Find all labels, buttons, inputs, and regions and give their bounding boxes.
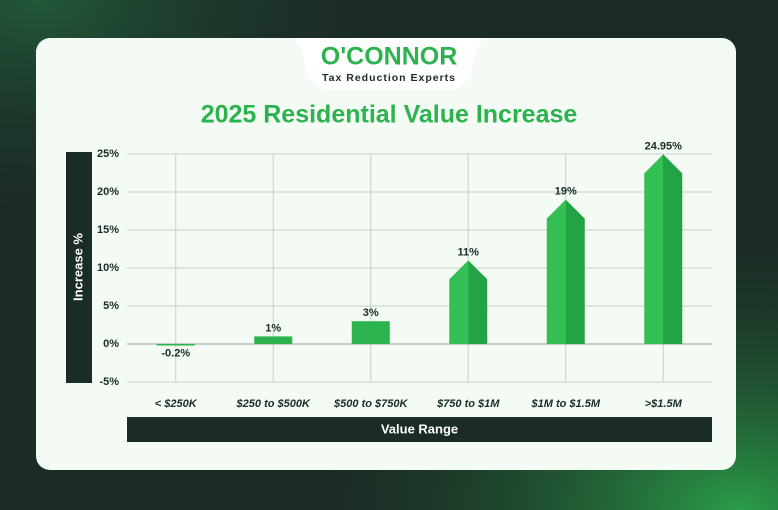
value-label: 3% <box>363 307 379 319</box>
bar <box>546 199 585 344</box>
x-tick-label: $250 to $500K <box>236 398 311 410</box>
y-tick-label: 10% <box>97 262 119 274</box>
value-label: 11% <box>458 246 480 258</box>
y-tick-label: -5% <box>99 376 119 388</box>
bar <box>644 154 683 344</box>
x-label-bar <box>127 417 712 442</box>
bar <box>351 321 390 344</box>
y-tick-label: 5% <box>103 300 119 312</box>
bar <box>156 344 195 346</box>
y-tick-label: 15% <box>97 224 119 236</box>
y-tick-label: 25% <box>97 148 119 160</box>
x-tick-label: $1M to $1.5M <box>531 398 601 410</box>
bar <box>254 336 293 344</box>
logo-tab <box>290 38 488 90</box>
value-label: 24.95% <box>645 140 683 152</box>
plot: -5% 0% 5% 10% 15% 20% 25% < $250K -0.2% $250 to $… <box>97 140 712 410</box>
y-tick-label: 20% <box>97 186 119 198</box>
value-label: 19% <box>555 186 577 198</box>
y-label-bar <box>66 152 92 383</box>
bar <box>449 260 488 344</box>
x-tick-label: $750 to $1M <box>436 398 500 410</box>
x-tick-label: $500 to $750K <box>333 398 408 410</box>
logo-name: O'CONNOR <box>321 43 458 71</box>
chart-title: 2025 Residential Value Increase <box>201 101 578 129</box>
x-axis-label: Value Range <box>381 421 458 436</box>
y-axis-label: Increase % <box>70 233 85 301</box>
x-tick-label: >$1.5M <box>645 398 683 410</box>
y-tick-label: 0% <box>103 338 119 350</box>
card <box>36 38 736 470</box>
x-tick-label: < $250K <box>155 398 198 410</box>
value-label: -0.2% <box>161 347 190 359</box>
value-label: 1% <box>265 322 281 334</box>
logo-tagline: Tax Reduction Experts <box>322 72 456 84</box>
